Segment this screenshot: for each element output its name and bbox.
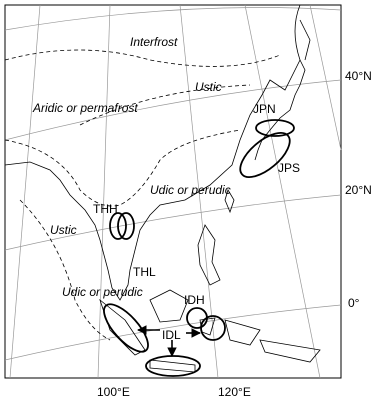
region-label: Aridic or permafrost: [32, 101, 138, 115]
site-label: THL: [133, 265, 156, 279]
site-label: IDH: [184, 293, 205, 307]
region-label: Udic or perudic: [62, 285, 143, 299]
map-frame: [4, 4, 342, 379]
site-label: JPS: [278, 161, 300, 175]
site-label: THH: [93, 202, 118, 216]
longitude-label: 100°E: [97, 385, 130, 399]
site-label: JPN: [253, 102, 276, 116]
region-label: Ustic: [195, 80, 222, 94]
region-label: Ustic: [50, 223, 77, 237]
labels: Interfrost Ustic Aridic or permafrost Us…: [32, 35, 372, 399]
region-label: Udic or perudic: [150, 183, 231, 197]
longitude-label: 120°E: [218, 385, 251, 399]
arrows: [137, 325, 201, 357]
site-label: IDL: [162, 328, 181, 342]
latitude-label: 40°N: [345, 69, 372, 83]
region-label: Interfrost: [130, 35, 178, 49]
latitude-label: 0°: [348, 296, 360, 310]
soil-boundaries: [4, 49, 281, 341]
latitude-label: 20°N: [345, 183, 372, 197]
graticule: [4, 4, 342, 379]
site-ellipses: [103, 119, 295, 377]
